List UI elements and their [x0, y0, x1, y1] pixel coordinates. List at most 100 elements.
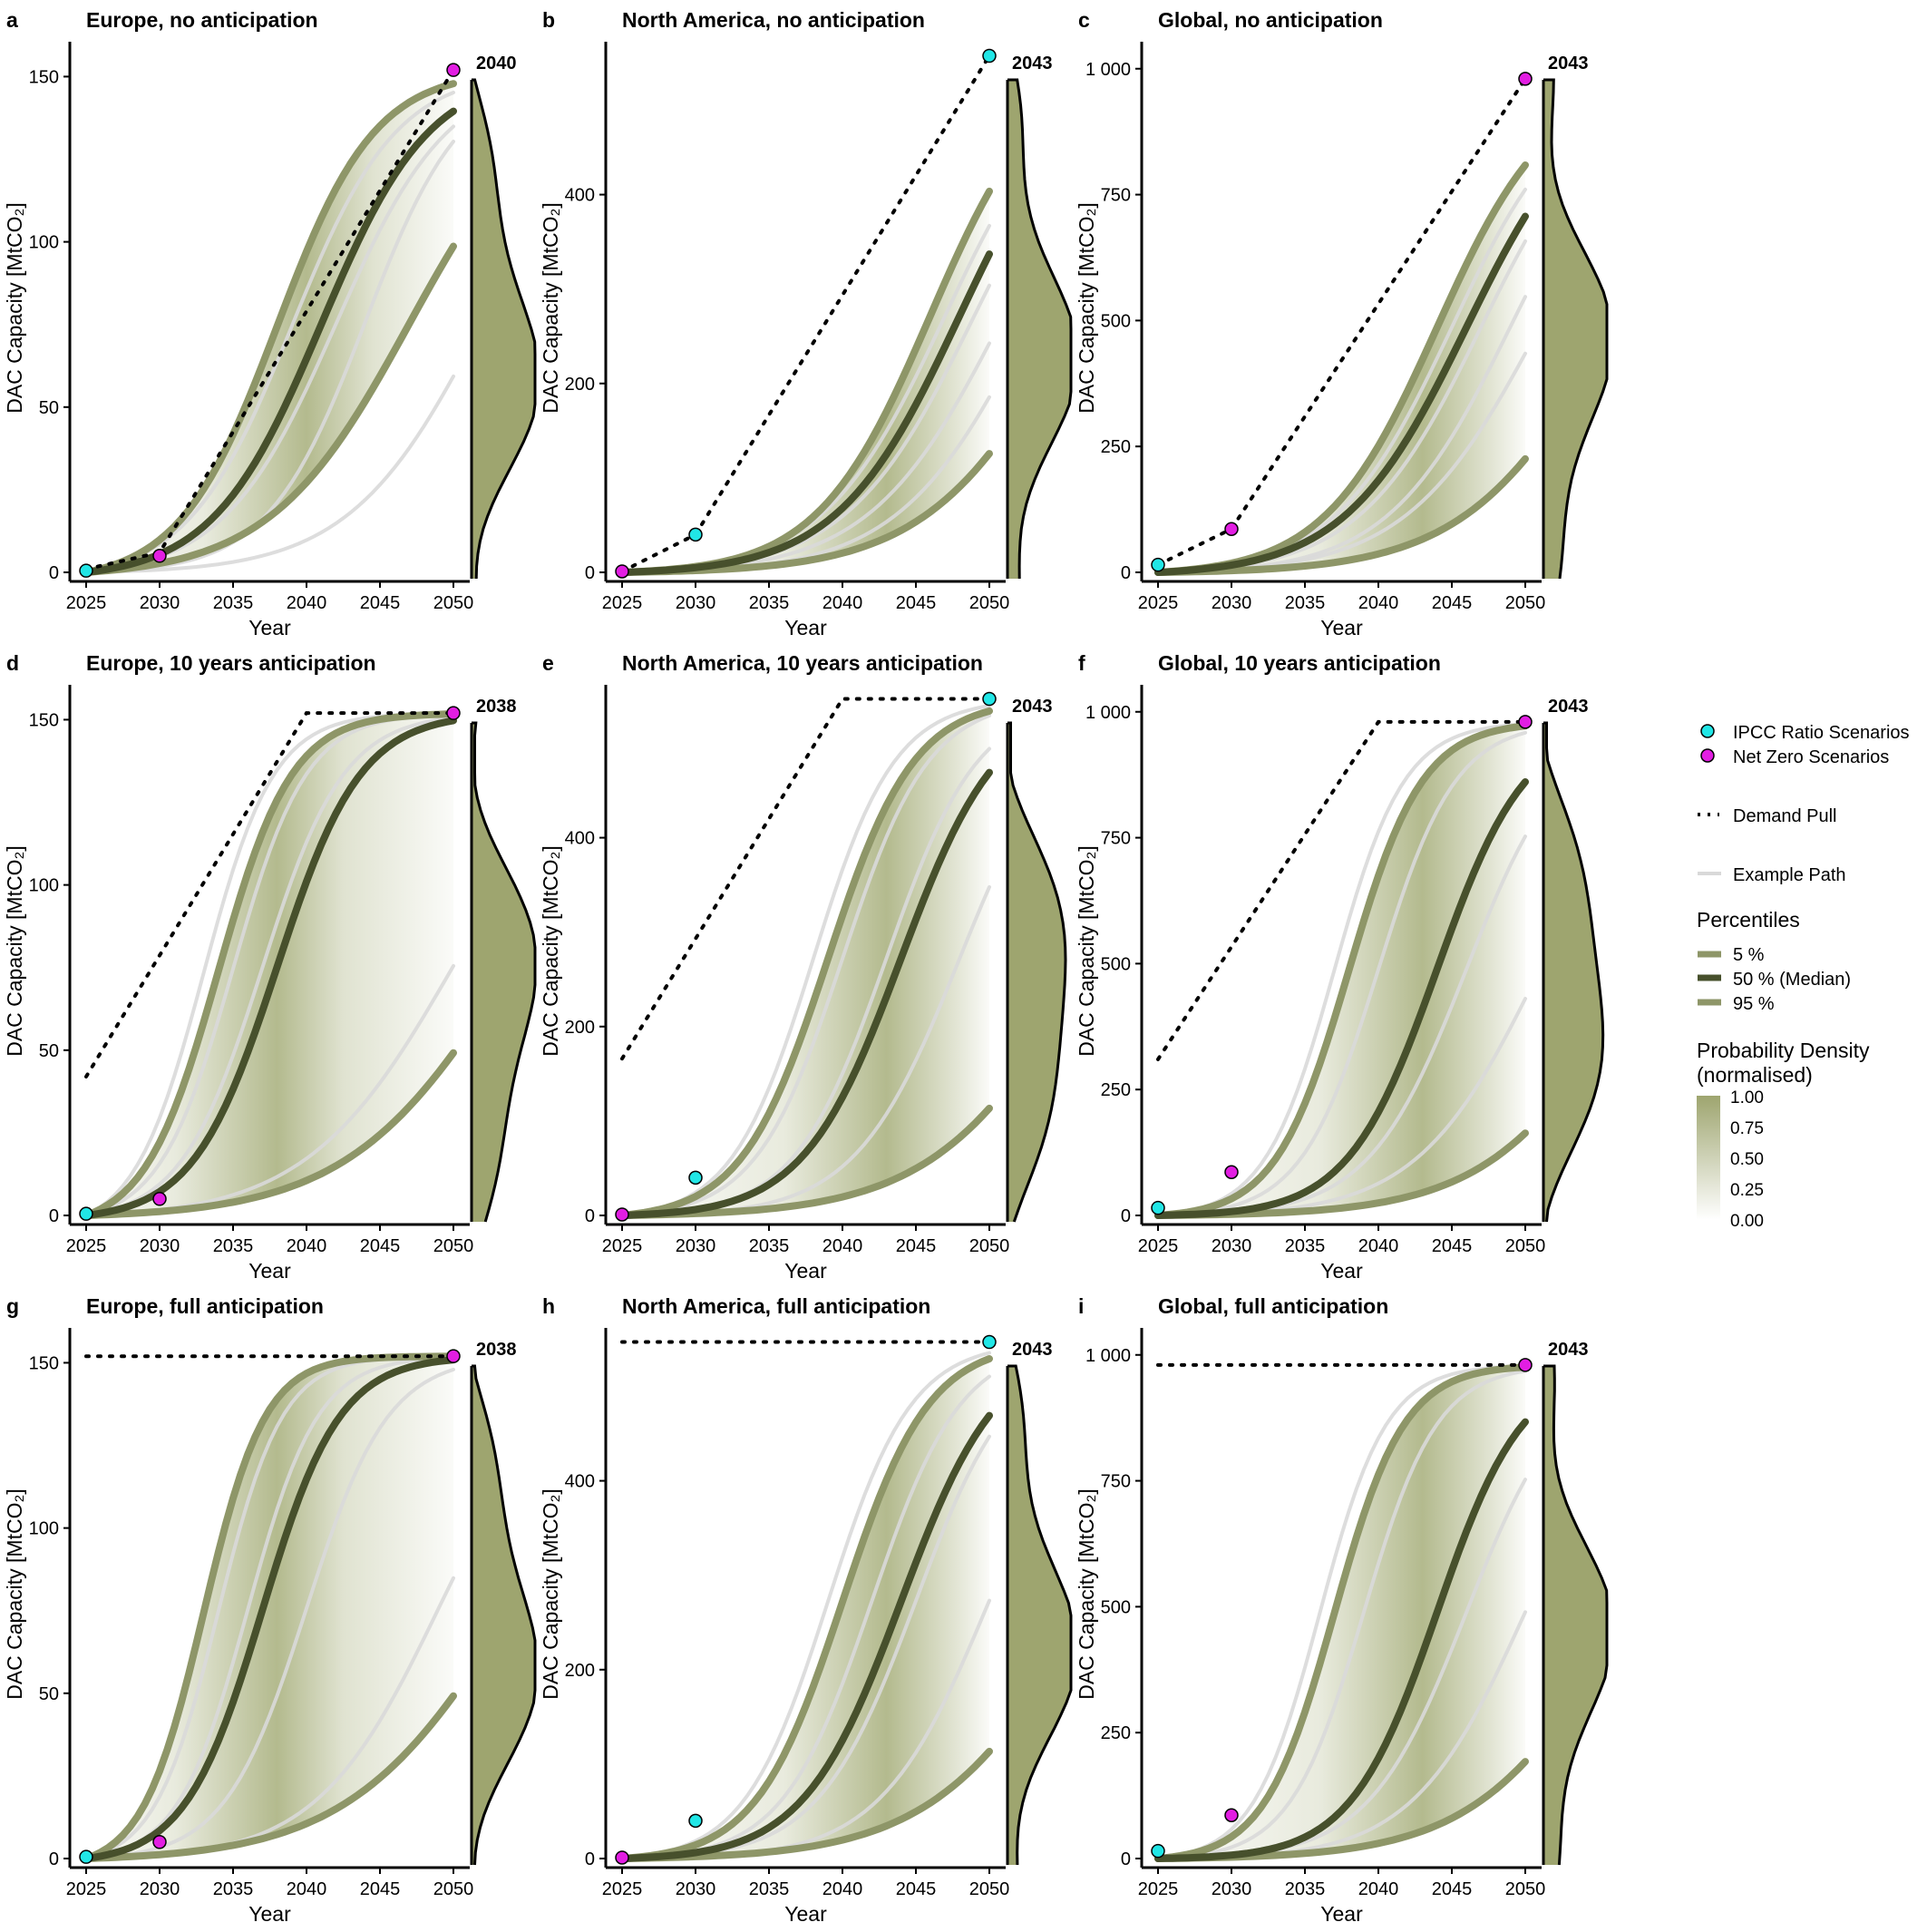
x-tick-label: 2035	[213, 1236, 254, 1256]
x-tick-label: 2050	[433, 1236, 474, 1256]
panel-letter: i	[1078, 1294, 1084, 1318]
x-tick-label: 2030	[140, 1236, 180, 1256]
x-tick-label: 2045	[1432, 593, 1473, 613]
x-axis-label: Year	[248, 1259, 291, 1283]
y-tick-label: 50	[39, 1684, 59, 1704]
x-tick-label: 2030	[1212, 593, 1252, 613]
y-tick-label: 200	[565, 375, 595, 395]
x-tick-label: 2040	[1358, 1236, 1399, 1256]
x-tick-label: 2045	[360, 1879, 401, 1899]
x-tick-label: 2025	[602, 1236, 643, 1256]
y-axis-label: DAC Capacity [MtCO₂]	[3, 1488, 26, 1700]
y-tick-label: 1 000	[1085, 60, 1131, 80]
y-tick-label: 50	[39, 398, 59, 418]
ipcc-point-1	[79, 563, 93, 578]
ipcc-point-1	[688, 1170, 703, 1186]
x-axis-label: Year	[248, 616, 291, 639]
density-band	[1158, 1367, 1525, 1859]
y-tick-label: 1 000	[1085, 703, 1131, 723]
legend-p95-label: 95 %	[1733, 994, 1775, 1014]
legend-p5-label: 5 %	[1733, 945, 1765, 965]
y-axis-label: DAC Capacity [MtCO₂]	[1075, 845, 1098, 1057]
ipcc-point-1	[688, 1813, 703, 1829]
x-tick-label: 2025	[66, 593, 107, 613]
chart-panel-h: h North America, full anticipation 2025 203…	[539, 1294, 1073, 1926]
panel-title: Global, no anticipation	[1158, 8, 1383, 32]
x-tick-label: 2040	[287, 593, 327, 613]
y-tick-label: 150	[29, 710, 59, 730]
x-tick-label: 2035	[213, 1879, 254, 1899]
density-band	[622, 710, 989, 1215]
x-tick-label: 2035	[1285, 593, 1326, 613]
median-line	[83, 107, 457, 576]
y-tick-label: 100	[29, 876, 59, 896]
demand-pull-line	[1156, 719, 1527, 1061]
y-tick-label: 150	[29, 67, 59, 87]
netzero-point-2	[446, 63, 461, 77]
panel-title: Global, 10 years anticipation	[1158, 651, 1441, 675]
y-tick-label: 250	[1101, 1723, 1131, 1743]
median-year-density-outline	[1007, 1364, 1073, 1866]
panel-title: Europe, 10 years anticipation	[86, 651, 376, 675]
percentile-95-line	[1154, 722, 1529, 1219]
x-tick-label: 2040	[287, 1879, 327, 1899]
panel-letter: f	[1078, 651, 1085, 675]
y-tick-label: 0	[585, 563, 595, 583]
median-year-density-outline	[1007, 78, 1073, 580]
panel-title: Global, full anticipation	[1158, 1294, 1388, 1318]
panel-title: North America, no anticipation	[622, 8, 925, 32]
density-band	[622, 190, 989, 572]
ipcc-point-1	[79, 1849, 93, 1864]
demand-pull-line	[620, 697, 991, 1061]
x-tick-label: 2050	[969, 1236, 1010, 1256]
density-band	[1158, 726, 1525, 1215]
density-band	[86, 714, 453, 1215]
y-tick-label: 0	[585, 1206, 595, 1226]
density-band	[86, 1356, 453, 1859]
netzero-point-1	[1224, 1808, 1239, 1822]
ipcc-point-2	[982, 1334, 997, 1350]
legend-density-tick-100: 1.00	[1730, 1088, 1764, 1107]
x-tick-label: 2035	[749, 593, 790, 613]
x-tick-label: 2040	[1358, 593, 1399, 613]
y-tick-label: 0	[49, 1849, 59, 1869]
median-year-density	[1543, 80, 1607, 579]
x-tick-label: 2035	[749, 1236, 790, 1256]
y-tick-label: 0	[1121, 563, 1131, 583]
median-year-label: 2043	[1012, 1340, 1053, 1360]
panel-letter: d	[6, 651, 19, 675]
x-axis-label: Year	[784, 1259, 827, 1283]
netzero-point-1	[152, 549, 167, 563]
x-tick-label: 2050	[969, 593, 1010, 613]
median-year-density	[1007, 723, 1066, 1222]
median-year-label: 2043	[1548, 697, 1589, 717]
panel-title: Europe, full anticipation	[86, 1294, 324, 1318]
legend-demand-label: Demand Pull	[1733, 806, 1837, 826]
x-tick-label: 2035	[1285, 1879, 1326, 1899]
median-year-label: 2038	[476, 697, 517, 717]
legend: IPCC Ratio Scenarios Net Zero Scenarios …	[1697, 723, 1910, 1231]
percentile-95-line	[618, 1355, 993, 1862]
example-path-1	[1156, 1364, 1527, 1860]
example-path-3	[84, 716, 455, 1217]
median-year-density-outline	[472, 1364, 537, 1866]
y-axis-label: DAC Capacity [MtCO₂]	[539, 845, 562, 1057]
legend-p50-label: 50 % (Median)	[1733, 970, 1851, 990]
median-year-density-outline	[472, 78, 537, 580]
x-tick-label: 2025	[602, 1879, 643, 1899]
y-tick-label: 1 000	[1085, 1346, 1131, 1366]
legend-density-title: Probability Density	[1697, 1039, 1870, 1062]
median-year-label: 2043	[1012, 697, 1053, 717]
chart-panel-e: e North America, 10 years anticipation 202…	[539, 651, 1067, 1283]
median-year-label: 2043	[1548, 54, 1589, 73]
x-tick-label: 2025	[66, 1236, 107, 1256]
x-tick-label: 2050	[1505, 1879, 1546, 1899]
ipcc-point-2	[982, 48, 997, 63]
y-tick-label: 0	[49, 1206, 59, 1226]
y-tick-label: 150	[29, 1353, 59, 1373]
legend-density-subtitle: (normalised)	[1697, 1063, 1813, 1087]
chart-panel-a: a Europe, no anticipation 2025 2030 2035 2040…	[3, 8, 537, 639]
percentile-5-line	[83, 1692, 457, 1862]
x-tick-label: 2035	[213, 593, 254, 613]
netzero-point-2	[1518, 72, 1533, 86]
